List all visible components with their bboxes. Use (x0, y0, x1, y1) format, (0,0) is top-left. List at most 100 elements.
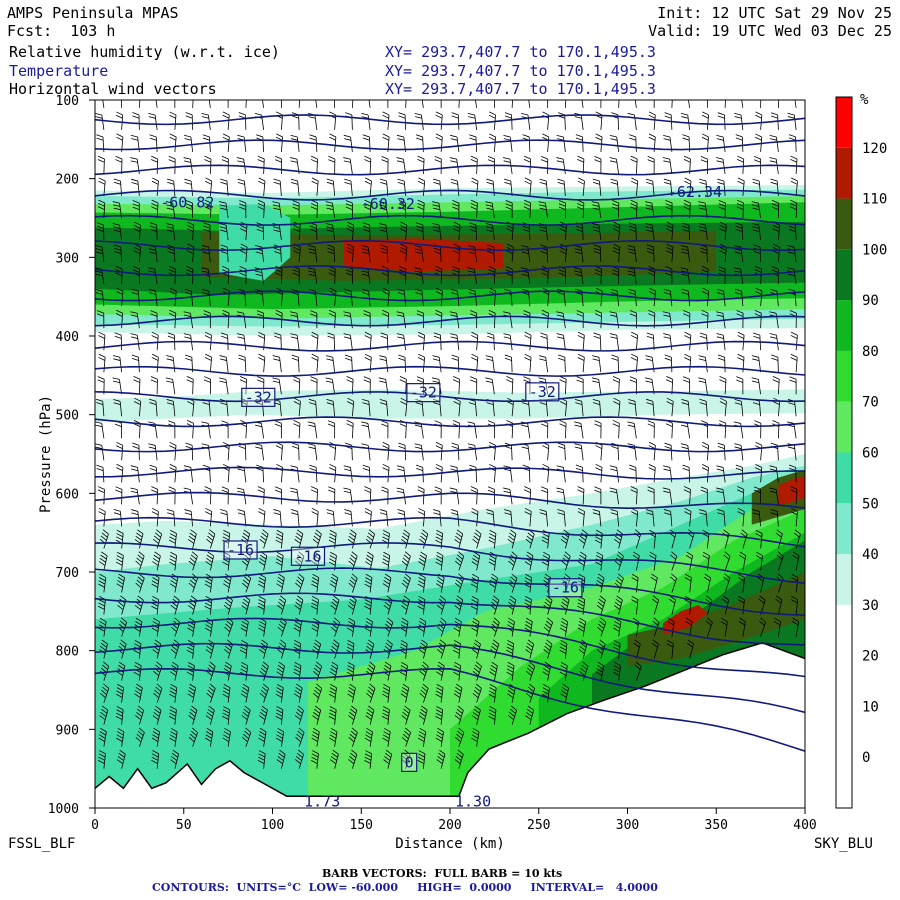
wind-barb-feather (221, 486, 229, 490)
wind-barb-feather (769, 468, 777, 472)
wind-barb (298, 687, 303, 703)
wind-barb (405, 556, 411, 571)
wind-barb-feather (470, 379, 477, 383)
wind-barb-feather (473, 535, 480, 541)
wind-barb-feather (188, 582, 195, 588)
wind-barb-feather (119, 620, 126, 626)
wind-barb-feather (522, 228, 530, 233)
wind-barb (227, 731, 231, 747)
wind-barb-feather (471, 561, 478, 566)
wind-barb-feather (295, 582, 302, 588)
field-wind-name: Horizontal wind vectors (9, 80, 217, 98)
wind-barb-feather (344, 468, 352, 472)
wind-barb (367, 247, 371, 263)
wind-barb (209, 621, 214, 637)
wind-barb (689, 533, 695, 549)
wind-barb-feather (577, 335, 585, 339)
wind-barb-feather (612, 250, 620, 255)
wind-barb-feather (134, 605, 141, 610)
wind-barb-feather (273, 512, 281, 516)
wind-barb (280, 269, 283, 285)
wind-barb-feather (790, 199, 797, 204)
wind-barb-feather (260, 535, 267, 541)
wind-barb-feather (577, 486, 585, 490)
wind-barb-feather (343, 311, 351, 314)
wind-barb-feather (169, 133, 177, 138)
wind-barb-feather (222, 709, 230, 714)
wind-barb-feather (258, 180, 265, 185)
wind-barb-feather (183, 487, 191, 490)
wind-barb (476, 511, 479, 527)
wind-barb (316, 555, 321, 571)
wind-barb-feather (222, 265, 229, 270)
wind-barb-feather (790, 511, 798, 516)
temperature-label-box (406, 383, 441, 403)
wind-barb-feather (666, 250, 673, 255)
wind-barb-feather (223, 583, 230, 588)
wind-barb-feather (169, 441, 177, 446)
wind-barb-feather (776, 595, 783, 601)
wind-barb-feather (364, 180, 372, 185)
wind-barb-feather (136, 711, 143, 717)
wind-barb-feather (167, 512, 175, 516)
wind-barb-feather (236, 157, 244, 160)
wind-barb-feather (382, 445, 389, 449)
wind-barb-feather (328, 313, 336, 317)
wind-barb-feather (275, 90, 282, 93)
wind-barb-feather (559, 423, 567, 427)
contour-legend: CONTOURS: UNITS=°C LOW= -60.000 HIGH= 0.… (152, 881, 658, 894)
wind-barb (209, 136, 211, 152)
wind-barb-feather (138, 573, 145, 579)
wind-barb-feather (364, 199, 372, 204)
wind-barb-feather (273, 358, 281, 361)
wind-barb-feather (312, 750, 319, 755)
wind-barb-feather (717, 509, 725, 512)
wind-barb-feather (581, 529, 588, 535)
wind-barb-feather (559, 420, 567, 424)
wind-barb-feather (634, 664, 641, 670)
colorbar-tick-label: 50 (862, 496, 879, 512)
wind-barb-feather (772, 250, 780, 255)
wind-barb (191, 291, 194, 307)
wind-barb-feather (451, 292, 458, 295)
wind-barb-feather (563, 554, 570, 560)
wind-barb-feather (539, 181, 547, 185)
wind-barb-feather (137, 595, 144, 601)
wind-barb-feather (201, 267, 209, 270)
wind-barb-feather (414, 112, 422, 116)
wind-barb-feather (98, 331, 106, 336)
wind-barb-feather (349, 598, 356, 604)
wind-barb-feather (293, 423, 300, 427)
wind-barb-feather (364, 605, 371, 610)
wind-barb-feather (361, 421, 369, 424)
wind-barb-feather (612, 203, 619, 207)
wind-barb-feather (450, 288, 458, 292)
wind-barb-feather (616, 529, 623, 535)
wind-barb (296, 136, 300, 152)
wind-barb-feather (256, 464, 264, 468)
wind-barb-feather (116, 671, 123, 676)
wind-barb (332, 379, 336, 395)
wind-barb (121, 577, 125, 593)
wind-barb-feather (526, 554, 533, 560)
wind-barb-feather (702, 555, 710, 560)
wind-barb-feather (293, 627, 301, 632)
wind-barb-feather (719, 221, 727, 226)
wind-barb-feather (118, 601, 125, 607)
wind-barb-feather (224, 664, 231, 670)
wind-barb-feather (131, 138, 139, 141)
wind-barb-feather (789, 467, 796, 472)
wind-barb-feather (435, 441, 443, 446)
wind-barb-feather (238, 354, 246, 358)
colorbar-segment (836, 554, 852, 605)
wind-barb (547, 313, 549, 329)
wind-barb-feather (293, 246, 301, 251)
wind-barb-feather (787, 267, 795, 270)
wind-barb (564, 379, 567, 395)
wind-barb (529, 180, 532, 197)
wind-barb-feather (776, 529, 783, 535)
wind-barb-feather (739, 554, 746, 560)
wind-barb-feather (113, 207, 121, 211)
wind-barb (795, 335, 798, 351)
wind-barb-feather (648, 309, 655, 314)
